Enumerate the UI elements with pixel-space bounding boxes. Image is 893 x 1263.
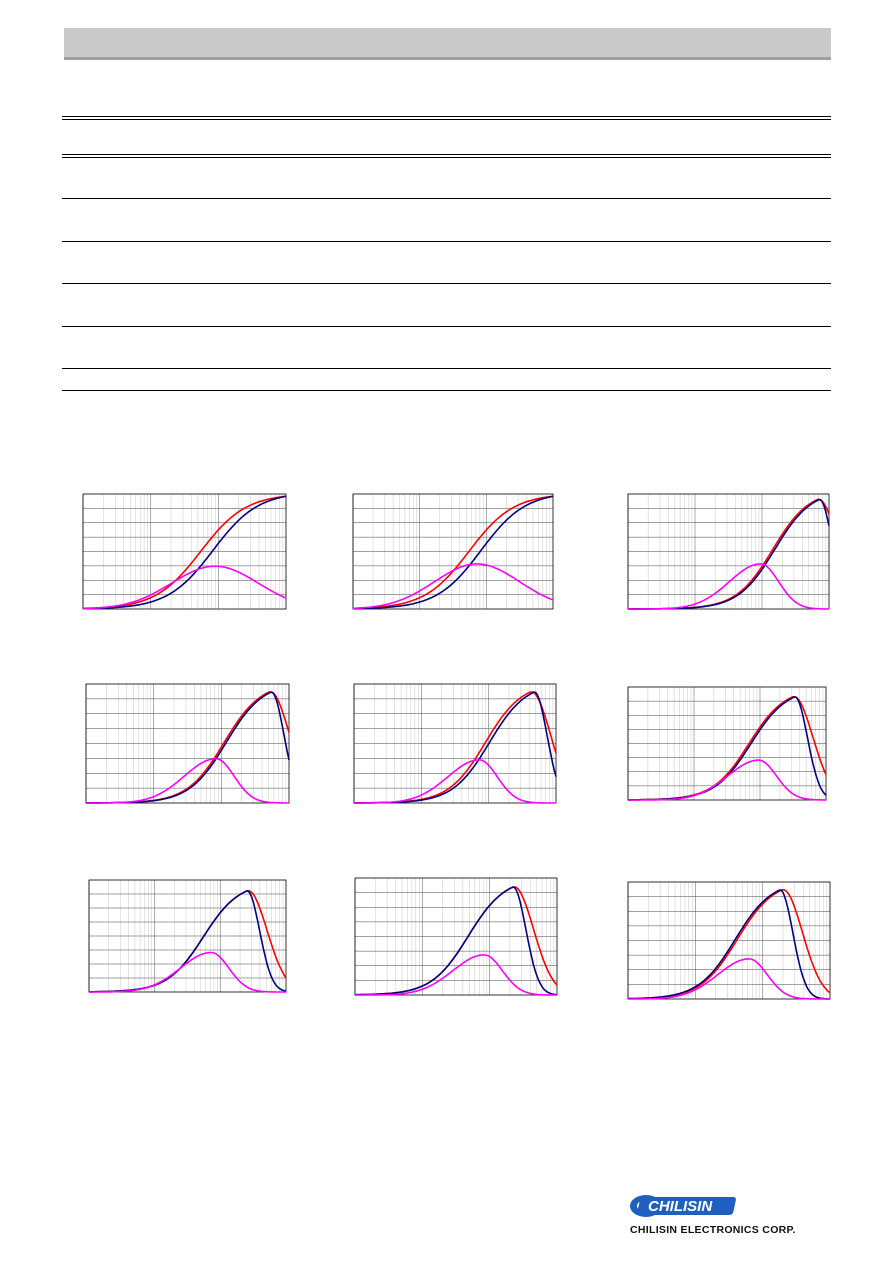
series-line-red bbox=[82, 495, 287, 610]
series-line-magenta bbox=[89, 951, 286, 993]
company-name: CHILISIN ELECTRONICS CORP. bbox=[630, 1224, 796, 1236]
chart-7 bbox=[88, 879, 287, 993]
chart-frame bbox=[88, 879, 287, 993]
spec-table bbox=[62, 116, 831, 392]
series-line-navy bbox=[83, 495, 287, 610]
series-line-navy bbox=[627, 889, 830, 1000]
series-line-magenta bbox=[355, 954, 557, 996]
table-header-rule bbox=[62, 154, 831, 158]
table-row-divider bbox=[62, 326, 831, 327]
table-row-divider bbox=[62, 283, 831, 284]
series-line-magenta bbox=[628, 563, 829, 610]
chart-frame bbox=[353, 683, 557, 804]
table-bottom-rule bbox=[62, 390, 831, 391]
chart-frame bbox=[82, 493, 287, 610]
chart-1 bbox=[82, 493, 287, 610]
series-line-navy bbox=[89, 890, 287, 993]
series-line-magenta bbox=[83, 565, 287, 610]
chart-3 bbox=[627, 493, 830, 610]
chart-2 bbox=[352, 493, 554, 610]
chart-frame bbox=[352, 493, 554, 610]
chart-4 bbox=[85, 683, 290, 804]
chart-frame bbox=[85, 683, 290, 804]
chart-frame bbox=[627, 493, 830, 610]
logo-word: CHILISIN bbox=[648, 1198, 713, 1215]
series-line-magenta bbox=[86, 757, 289, 804]
header-bar bbox=[64, 28, 831, 60]
series-line-red bbox=[86, 690, 290, 804]
table-row-divider bbox=[62, 198, 831, 199]
series-line-navy bbox=[86, 691, 290, 804]
company-logo: CHILISIN CHILISIN ELECTRONICS CORP. bbox=[628, 1190, 824, 1242]
table-row-divider bbox=[62, 368, 831, 369]
series-line-magenta bbox=[354, 759, 556, 804]
series-line-magenta bbox=[628, 958, 830, 1000]
series-line-red bbox=[628, 888, 831, 1000]
table-top-rule bbox=[62, 116, 831, 120]
chart-6 bbox=[627, 686, 827, 801]
chart-frame bbox=[627, 686, 827, 801]
series-line-navy bbox=[628, 696, 827, 801]
chart-frame bbox=[354, 877, 558, 996]
series-line-magenta bbox=[628, 759, 826, 801]
chilisin-logo-mark: CHILISIN bbox=[630, 1195, 736, 1217]
series-line-navy bbox=[354, 886, 558, 996]
chart-5 bbox=[353, 683, 557, 804]
series-line-navy bbox=[354, 691, 557, 804]
series-line-red bbox=[628, 695, 827, 801]
series-line-red bbox=[352, 495, 554, 610]
table-row-divider bbox=[62, 241, 831, 242]
chart-9 bbox=[627, 881, 831, 1000]
chart-8 bbox=[354, 877, 558, 996]
series-line-navy bbox=[353, 495, 554, 610]
series-line-navy bbox=[628, 498, 830, 610]
chart-frame bbox=[627, 881, 831, 1000]
series-line-red bbox=[89, 889, 287, 993]
series-line-red bbox=[354, 886, 558, 996]
series-line-magenta bbox=[352, 563, 554, 610]
